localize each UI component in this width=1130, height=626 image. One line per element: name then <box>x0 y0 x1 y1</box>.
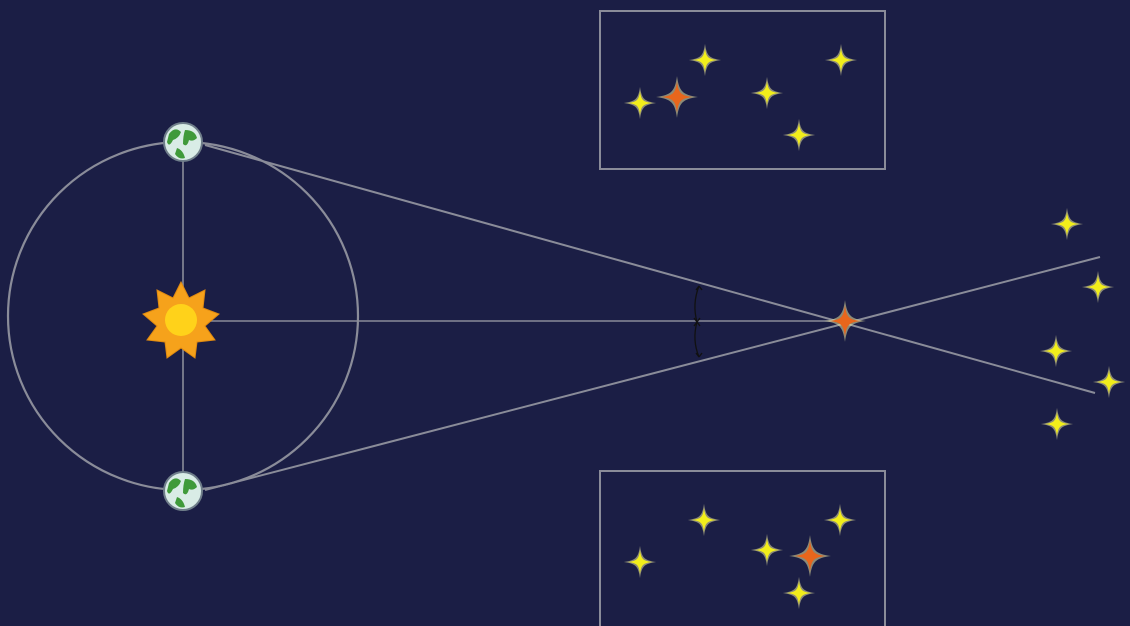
near-star-icon <box>824 300 866 342</box>
top-earth-sight-line <box>204 144 1096 394</box>
earth-globe-icon <box>163 122 203 162</box>
distant-star-icon <box>1092 365 1126 399</box>
near-star-icon <box>656 76 698 118</box>
distant-star-icon <box>688 43 722 77</box>
distant-star-icon <box>823 503 857 537</box>
sun-icon <box>142 280 220 359</box>
distant-star-icon <box>623 545 657 579</box>
distant-star-icon <box>687 503 721 537</box>
distant-star-icon <box>1050 207 1084 241</box>
view-from-top-earth-inset <box>599 10 886 170</box>
distant-star-icon <box>750 533 784 567</box>
distant-star-icon <box>1040 407 1074 441</box>
near-star-icon <box>789 535 831 577</box>
distant-star-icon <box>824 43 858 77</box>
distant-star-icon <box>1039 334 1073 368</box>
distant-star-icon <box>623 86 657 120</box>
angle-arrow-icon <box>693 285 703 358</box>
distant-star-icon <box>1081 270 1115 304</box>
bottom-earth-sight-line <box>204 256 1101 491</box>
distant-star-icon <box>782 118 816 152</box>
view-from-bottom-earth-inset <box>599 470 886 626</box>
distant-star-icon <box>782 576 816 610</box>
distant-star-icon <box>750 76 784 110</box>
earth-globe-icon <box>163 471 203 511</box>
